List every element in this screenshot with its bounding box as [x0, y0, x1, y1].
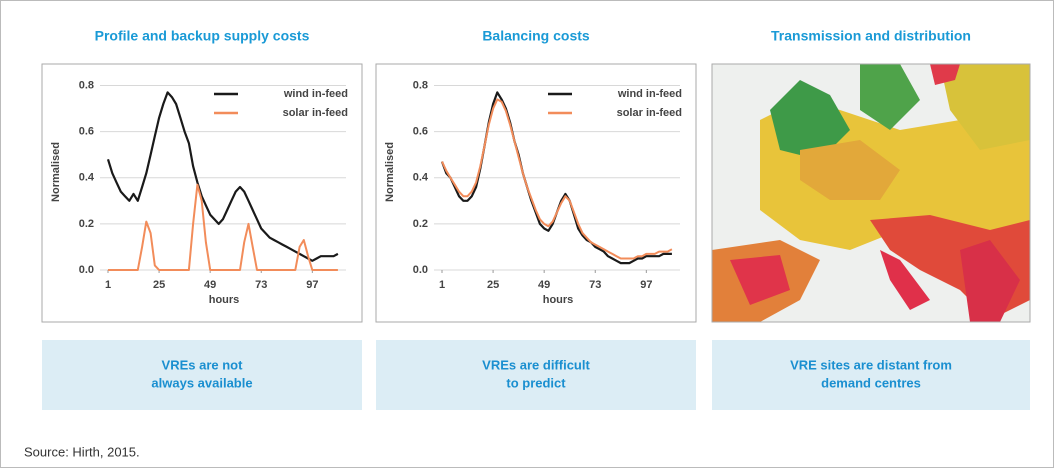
- legend-label: wind in-feed: [283, 88, 348, 100]
- y-axis-label: Normalised: [384, 142, 396, 202]
- caption-box: [712, 340, 1030, 410]
- series-line: [108, 183, 338, 271]
- y-tick-label: 0.6: [413, 126, 428, 138]
- caption-line: always available: [151, 375, 252, 390]
- y-tick-label: 0.8: [413, 79, 428, 91]
- y-axis-label: Normalised: [50, 142, 62, 202]
- x-tick-label: 25: [487, 279, 499, 291]
- y-tick-label: 0.0: [413, 264, 428, 276]
- source: Source: Hirth, 2015.: [24, 444, 140, 459]
- series-line: [106, 91, 339, 262]
- caption-line: demand centres: [821, 375, 921, 390]
- y-tick-label: 0.2: [79, 218, 94, 230]
- caption-box: [42, 340, 362, 410]
- map: [711, 63, 1031, 323]
- caption-line: VREs are not: [162, 357, 244, 372]
- x-tick-label: 1: [439, 279, 445, 291]
- caption-box: [376, 340, 696, 410]
- caption-line: VREs are difficult: [482, 357, 590, 372]
- legend-label: solar in-feed: [283, 107, 348, 119]
- x-tick-label: 49: [204, 279, 216, 291]
- series-line: [441, 98, 673, 260]
- y-tick-label: 0.2: [413, 218, 428, 230]
- y-tick-label: 0.4: [79, 172, 95, 184]
- legend-label: wind in-feed: [617, 88, 682, 100]
- caption-line: VRE sites are distant from: [790, 357, 952, 372]
- x-axis-label: hours: [543, 294, 574, 306]
- x-tick-label: 1: [105, 279, 111, 291]
- x-tick-label: 49: [538, 279, 550, 291]
- panel-heading: Balancing costs: [482, 28, 590, 44]
- x-tick-label: 73: [255, 279, 267, 291]
- x-axis-label: hours: [209, 294, 240, 306]
- y-tick-label: 0.0: [79, 264, 94, 276]
- panel-heading: Transmission and distribution: [771, 28, 971, 44]
- x-tick-label: 97: [306, 279, 318, 291]
- x-tick-label: 25: [153, 279, 165, 291]
- chart-box: [41, 63, 363, 323]
- panel-heading: Profile and backup supply costs: [95, 28, 310, 44]
- x-tick-label: 97: [640, 279, 652, 291]
- x-tick-label: 73: [589, 279, 601, 291]
- legend-label: solar in-feed: [617, 107, 682, 119]
- chart-box: [375, 63, 697, 323]
- y-tick-label: 0.8: [79, 79, 94, 91]
- caption-line: to predict: [506, 375, 566, 390]
- y-tick-label: 0.4: [413, 172, 429, 184]
- y-tick-label: 0.6: [79, 126, 94, 138]
